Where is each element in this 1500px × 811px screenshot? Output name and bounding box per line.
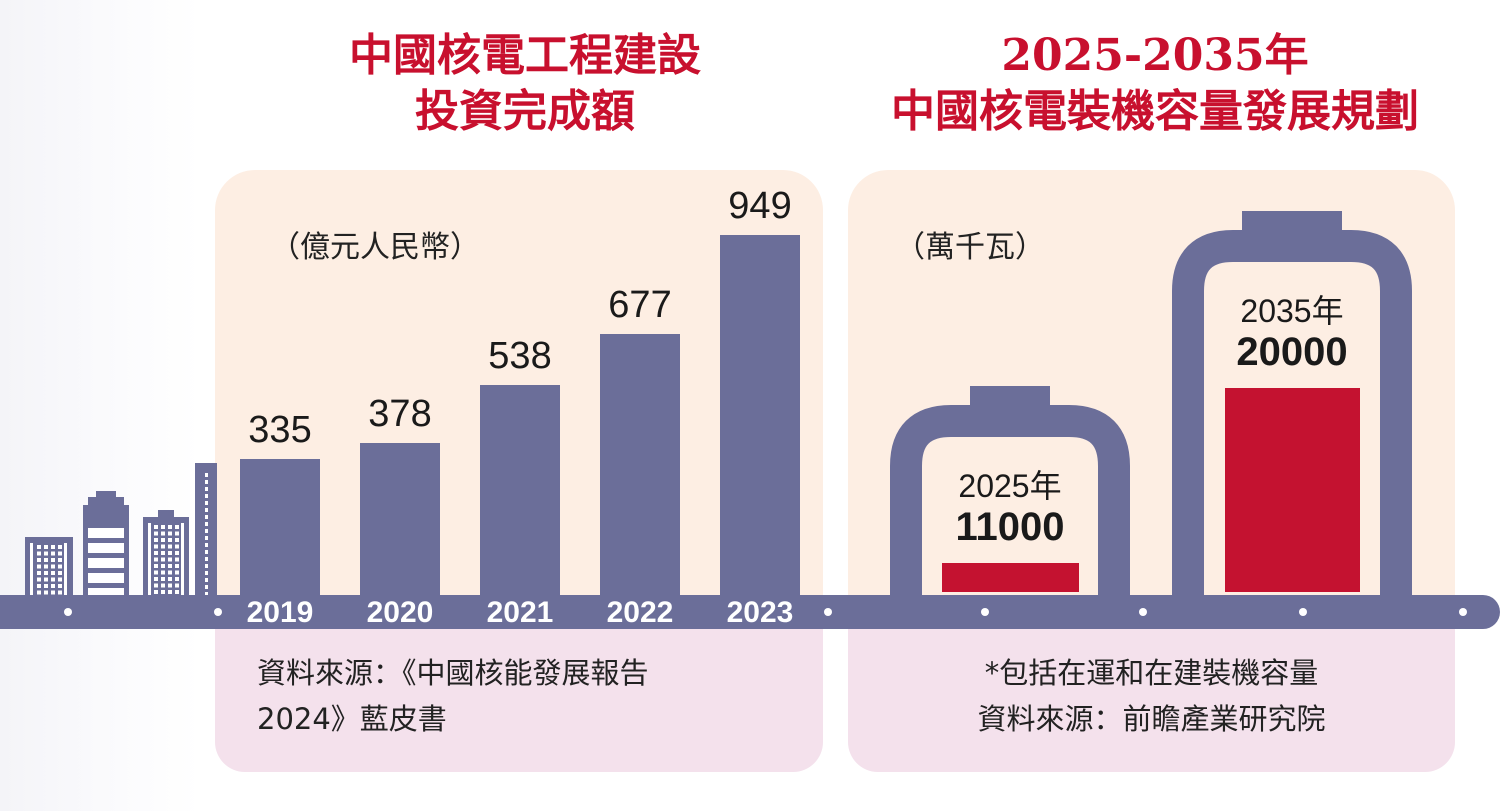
right-title-line1: 2025-2035年 [1001,30,1309,81]
battery-year-label: 2035年 [1240,293,1344,329]
capacity-fill-2025年 [942,563,1079,592]
battery-icon [890,386,1130,596]
note-line2: 資料來源：前瞻產業研究院 [977,702,1326,736]
capacity-fill-2035年 [1225,388,1360,592]
year-label: 2022 [606,596,674,629]
bar-value-label: 949 [728,185,792,228]
conveyor-belt [0,595,1500,629]
right-title-line2: 中國核電裝機容量發展規劃 [891,86,1419,137]
source-line1: 資料來源：《中國核能發展報告 [257,656,649,690]
left-title-line1: 中國核電工程建設 [349,30,701,81]
bar-2019 [240,459,320,595]
battery-icon [1172,211,1412,596]
bar-2020 [360,443,440,595]
year-label: 2020 [366,596,434,629]
conveyor-dot [64,608,72,616]
bar-value-label: 677 [608,284,672,327]
bar-2021 [480,385,560,595]
battery-year-label: 2025年 [958,468,1062,504]
conveyor-dot [981,608,989,616]
bar-value-label: 538 [488,335,552,378]
city-skyline-icon [25,463,217,597]
conveyor-dot [1139,608,1147,616]
source-line2: 2024》藍皮書 [257,702,447,736]
conveyor-dot [824,608,832,616]
right-unit-label: （萬千瓦） [895,230,1045,265]
battery-value-label: 11000 [955,505,1065,549]
year-label: 2023 [726,596,794,629]
right-note: *包括在運和在建裝機容量 資料來源：前瞻產業研究院 [848,628,1455,772]
bar-2022 [600,334,680,595]
conveyor-dot [1299,608,1307,616]
year-label: 2021 [486,596,554,629]
battery-value-label: 20000 [1236,330,1348,374]
conveyor-dot [214,608,222,616]
bar-value-label: 378 [368,393,432,436]
note-line1: *包括在運和在建裝機容量 [984,656,1319,690]
bar-value-label: 335 [248,409,312,451]
left-title-line2: 投資完成額 [415,86,635,137]
conveyor-dot [1459,608,1467,616]
bar-2023 [720,235,800,595]
left-title: 中國核電工程建設 投資完成額 [230,28,820,140]
left-unit-label: （億元人民幣） [270,230,480,265]
background-fade [0,0,200,811]
year-label: 2019 [246,596,314,629]
left-source: 資料來源：《中國核能發展報告 2024》藍皮書 [215,628,823,772]
right-title: 2025-2035年 中國核電裝機容量發展規劃 [850,28,1460,140]
